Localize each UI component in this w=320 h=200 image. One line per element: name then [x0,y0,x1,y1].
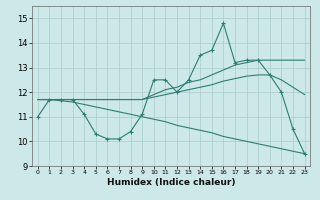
X-axis label: Humidex (Indice chaleur): Humidex (Indice chaleur) [107,178,236,187]
